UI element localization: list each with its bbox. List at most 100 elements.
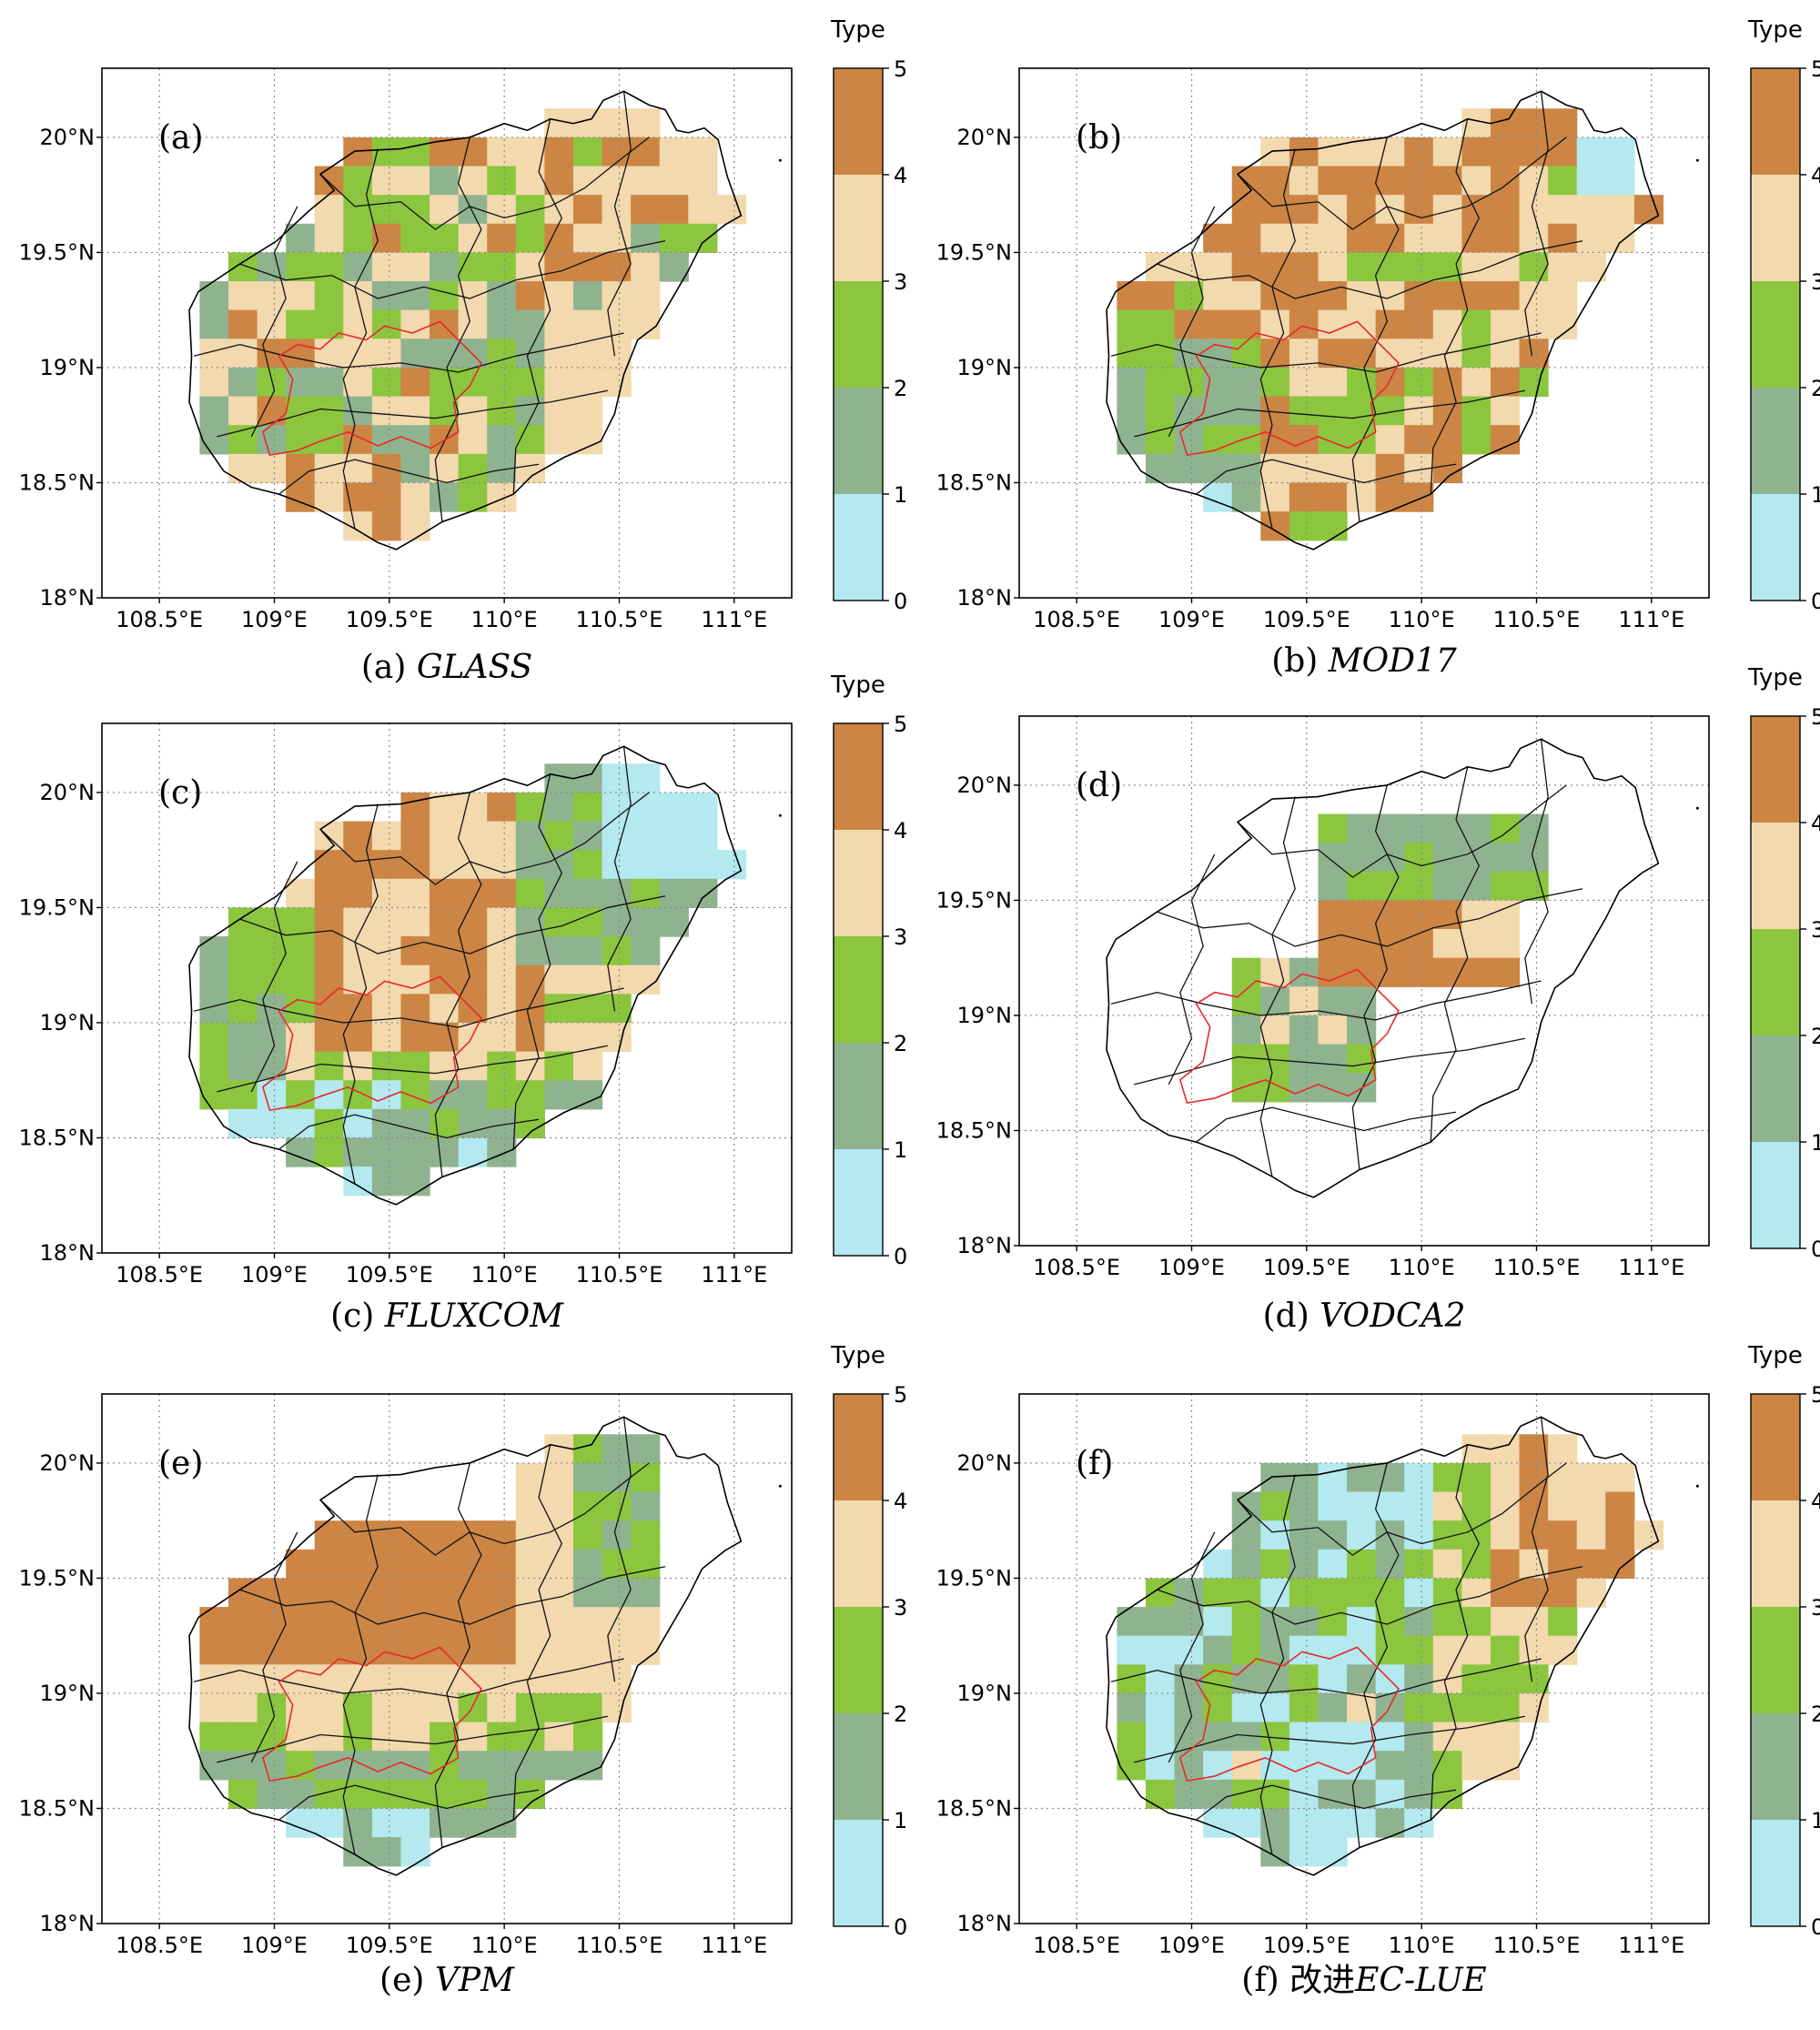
- type-cell: [228, 281, 258, 311]
- type-cell: [1404, 1462, 1434, 1493]
- type-cell: [1347, 252, 1377, 282]
- type-cell: [487, 338, 517, 369]
- colorbar-tick-label: 3: [1811, 1595, 1820, 1621]
- type-cell: [286, 396, 316, 426]
- type-cell: [1461, 252, 1491, 282]
- type-cell: [1260, 482, 1290, 512]
- type-cell: [314, 1607, 344, 1637]
- county-border: [434, 792, 482, 1177]
- lat-tick-label: 18.5°N: [936, 1117, 1012, 1143]
- type-cell: [602, 1022, 632, 1053]
- type-cell: [400, 1607, 430, 1637]
- county-border: [1110, 1658, 1542, 1699]
- type-cell: [430, 453, 460, 484]
- coastline: [1106, 90, 1660, 550]
- type-cell: [286, 1751, 316, 1781]
- type-cell: [1117, 1607, 1147, 1637]
- type-cell: [343, 136, 373, 167]
- panel-tag: (f): [1076, 1445, 1113, 1482]
- type-cell: [1432, 843, 1462, 873]
- type-cell: [1461, 195, 1491, 225]
- lon-tick-label: 108.5°E: [1033, 1255, 1120, 1280]
- type-cell: [515, 1549, 545, 1580]
- type-cell: [487, 1578, 517, 1608]
- type-cell: [430, 821, 460, 851]
- panel-tag: (a): [158, 119, 204, 157]
- type-cell: [1117, 281, 1147, 311]
- type-cell: [1548, 166, 1578, 196]
- county-border: [217, 1045, 608, 1093]
- county-border: [1110, 332, 1542, 373]
- lat-tick-label: 18°N: [957, 1233, 1013, 1258]
- colorbar-tick-label: 5: [1811, 56, 1820, 82]
- lat-tick-label: 18°N: [40, 585, 96, 611]
- type-cell: [430, 1520, 460, 1550]
- type-cell: [286, 965, 316, 995]
- type-cell: [1490, 1635, 1521, 1665]
- type-cell: [1260, 166, 1290, 196]
- type-cell: [1490, 136, 1521, 167]
- type-cell: [1347, 929, 1377, 959]
- type-cell: [1145, 309, 1176, 339]
- type-cell: [371, 907, 402, 937]
- colorbar-tick-label: 0: [894, 589, 907, 614]
- county-border: [1430, 766, 1481, 1143]
- map-area: [1019, 1394, 1709, 1924]
- type-cell: [515, 367, 545, 398]
- type-cell: [1347, 957, 1377, 987]
- type-cell: [1347, 195, 1377, 225]
- type-cell: [1260, 1692, 1290, 1723]
- county-border: [1134, 1715, 1525, 1763]
- type-cell: [343, 1808, 373, 1838]
- type-cell: [1145, 1779, 1176, 1810]
- colorbar-segment: [834, 281, 883, 388]
- type-cell: [1203, 396, 1233, 426]
- type-cell: [1117, 396, 1147, 426]
- type-cell: [1432, 1692, 1462, 1723]
- type-cell: [1318, 367, 1348, 398]
- type-cell: [1260, 1751, 1290, 1781]
- colorbar-frame: [833, 1393, 884, 1927]
- lat-tick-label: 18.5°N: [19, 470, 95, 495]
- lon-tick-label: 108.5°E: [116, 1262, 203, 1288]
- type-cell: [1318, 1044, 1348, 1074]
- colorbar-tick-label: 3: [894, 1595, 907, 1621]
- type-cell: [1174, 338, 1204, 369]
- type-cell: [515, 1080, 545, 1110]
- type-cell: [1461, 1635, 1491, 1665]
- type-cell: [631, 166, 661, 196]
- type-cell: [1461, 166, 1491, 196]
- type-cell: [286, 1080, 316, 1110]
- type-cell: [688, 821, 718, 851]
- type-cell: [572, 1462, 603, 1493]
- type-cell: [631, 1491, 661, 1521]
- type-cell: [1404, 1722, 1434, 1752]
- type-cell: [572, 1751, 603, 1781]
- type-cell: [314, 936, 344, 966]
- type-cell: [1174, 1635, 1204, 1665]
- type-cell: [1490, 1520, 1521, 1550]
- county-border: [193, 1658, 624, 1699]
- type-cell: [688, 850, 718, 880]
- type-cell: [572, 1491, 603, 1521]
- type-cell: [199, 425, 229, 455]
- type-cell: [1318, 309, 1348, 339]
- colorbar-segment: [834, 936, 883, 1043]
- county-border: [1351, 784, 1400, 1170]
- type-cell: [371, 425, 402, 455]
- coastline: [1106, 1416, 1660, 1876]
- type-cell: [343, 338, 373, 369]
- type-cell: [257, 994, 287, 1024]
- type-cell: [631, 850, 661, 880]
- type-cell: [659, 136, 689, 167]
- type-cell: [1231, 166, 1261, 196]
- type-cell: [1548, 252, 1578, 282]
- type-cell: [458, 1751, 488, 1781]
- type-cell: [1347, 1578, 1377, 1608]
- type-cell: [487, 396, 517, 426]
- type-cell: [1490, 957, 1521, 987]
- type-cell: [544, 338, 574, 369]
- type-cell: [1432, 1607, 1462, 1637]
- type-cell: [515, 1462, 545, 1493]
- type-cell: [1576, 166, 1606, 196]
